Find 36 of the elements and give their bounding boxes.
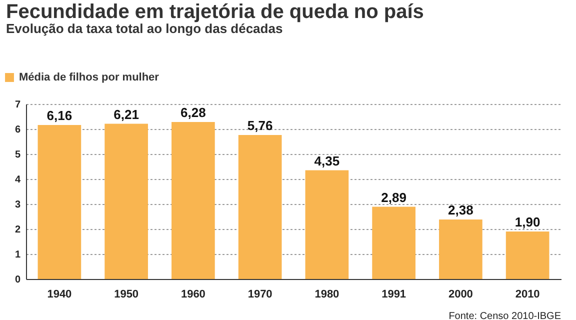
data-label: 6,28 — [180, 105, 206, 120]
y-tick-label: 7 — [14, 100, 21, 110]
bar — [372, 206, 416, 279]
x-tick-label: 1940 — [47, 288, 72, 300]
x-tick-label: 1980 — [314, 288, 340, 300]
data-label: 6,21 — [114, 106, 139, 122]
data-label: 5,76 — [247, 118, 273, 133]
bar — [38, 125, 82, 279]
chart-title: Fecundidade em trajetória de queda no país — [6, 1, 424, 23]
x-tick-label: 1970 — [248, 288, 272, 300]
y-tick-label: 6 — [14, 124, 21, 136]
y-tick-label: 5 — [14, 150, 21, 160]
x-tick-label: 1950 — [114, 288, 139, 300]
y-tick-label: 2 — [14, 224, 21, 236]
source-note: Fonte: Censo 2010-IBGE — [448, 311, 562, 320]
bar — [305, 170, 349, 279]
data-label: 6,16 — [46, 108, 72, 123]
data-label: 2,89 — [381, 190, 406, 205]
bar — [104, 124, 148, 279]
bar — [439, 220, 482, 279]
data-label: 4,35 — [314, 153, 340, 168]
x-tick-label: 1960 — [180, 288, 206, 300]
bar — [506, 232, 550, 279]
y-tick-label: 0 — [14, 274, 21, 286]
x-tick-label: 2000 — [448, 288, 473, 300]
y-tick-label: 3 — [14, 200, 21, 210]
legend-label: Média de filhos por mulher — [19, 72, 160, 84]
data-label: 2,38 — [448, 202, 474, 218]
bar — [172, 122, 215, 279]
x-tick-label: 1991 — [382, 288, 406, 300]
y-tick-label: 1 — [14, 250, 21, 260]
y-tick-label: 4 — [14, 174, 21, 186]
chart-subtitle: Evolução da taxa total ao longo das décadas — [6, 21, 283, 36]
bar — [238, 135, 282, 279]
data-label: 1,90 — [514, 214, 540, 230]
x-tick-label: 2010 — [515, 288, 540, 300]
